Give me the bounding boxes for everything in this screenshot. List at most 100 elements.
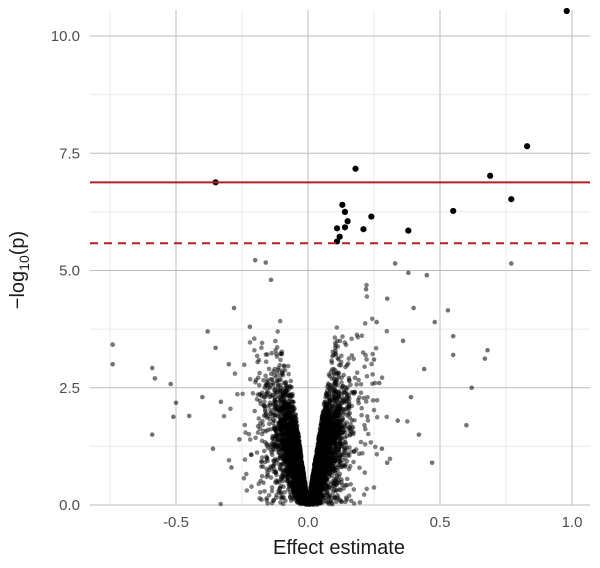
- bulk-point: [247, 437, 253, 442]
- bulk-point: [339, 479, 344, 485]
- bulk-point: [343, 495, 349, 501]
- bulk-point: [264, 441, 270, 447]
- bulk-point: [243, 430, 248, 435]
- bulk-point: [259, 464, 264, 469]
- bulk-point: [358, 390, 364, 396]
- bulk-point: [346, 466, 352, 472]
- bulk-point: [348, 482, 354, 487]
- bulk-point: [337, 338, 343, 344]
- bulk-point: [261, 480, 266, 486]
- bulk-point: [281, 484, 286, 490]
- bulk-point: [271, 462, 276, 468]
- bulk-point: [268, 475, 274, 480]
- bulk-point: [333, 343, 338, 348]
- bulk-point: [337, 458, 342, 464]
- bulk-point: [265, 389, 270, 394]
- bulk-point: [325, 480, 331, 485]
- bulk-point: [323, 483, 328, 488]
- bulk-point: [336, 362, 342, 368]
- bulk-point: [334, 325, 340, 330]
- bulk-point: [268, 447, 274, 453]
- bulk-point: [346, 356, 352, 361]
- bulk-point: [340, 383, 346, 389]
- bulk-point: [363, 426, 368, 432]
- bulk-point: [349, 336, 354, 342]
- bulk-point: [276, 489, 282, 495]
- bulk-point: [254, 353, 260, 359]
- bulk-point: [351, 356, 356, 362]
- bulk-point: [274, 430, 279, 435]
- bulk-point: [340, 395, 346, 401]
- bulk-point: [286, 423, 292, 428]
- bulk-point: [366, 431, 371, 437]
- bulk-point: [259, 474, 265, 479]
- bulk-point: [246, 431, 252, 437]
- bulk-point: [277, 456, 283, 461]
- bulk-point: [341, 450, 347, 455]
- bulk-point: [247, 376, 253, 382]
- bulk-point: [332, 437, 337, 442]
- bulk-point: [348, 382, 353, 388]
- bulk-point: [320, 500, 326, 505]
- bulk-point: [336, 432, 342, 438]
- data-points: [110, 7, 570, 508]
- bulk-point: [337, 412, 343, 418]
- bulk-point: [232, 371, 238, 376]
- bulk-point: [282, 490, 287, 495]
- bulk-point: [256, 383, 262, 388]
- bulk-point: [346, 375, 352, 381]
- bulk-point: [247, 340, 253, 345]
- bulk-point: [267, 421, 272, 427]
- bulk-point: [370, 351, 376, 357]
- bulk-point: [264, 454, 269, 460]
- bulk-point: [359, 405, 365, 411]
- bulk-point: [387, 456, 393, 462]
- bulk-point: [256, 416, 262, 421]
- bulk-point: [259, 340, 265, 346]
- bulk-point: [261, 377, 266, 383]
- bulk-point: [253, 435, 258, 441]
- bulk-point: [362, 470, 368, 475]
- bulk-point: [339, 464, 345, 470]
- bulk-point: [326, 501, 332, 507]
- bulk-point: [284, 462, 289, 467]
- bulk-point: [351, 459, 356, 465]
- bulk-point: [259, 497, 264, 503]
- bulk-point: [354, 370, 360, 376]
- bulk-point: [290, 394, 295, 399]
- bulk-point: [348, 498, 354, 504]
- bulk-point: [325, 432, 330, 437]
- bulk-point: [369, 361, 374, 367]
- bulk-point: [340, 416, 346, 421]
- bulk-point: [274, 480, 280, 486]
- bulk-point: [357, 395, 362, 400]
- bulk-point: [384, 328, 390, 334]
- bulk-point: [335, 468, 340, 473]
- bulk-point: [272, 426, 278, 431]
- bulk-point: [340, 334, 345, 339]
- bulk-point: [344, 399, 349, 405]
- bulk-point: [343, 342, 349, 348]
- bulk-point: [373, 444, 378, 450]
- bulk-point: [373, 345, 379, 351]
- bulk-point: [297, 445, 303, 451]
- bulk-point: [329, 404, 335, 410]
- bulk-point: [280, 394, 285, 400]
- bulk-point: [358, 439, 364, 445]
- bulk-point: [253, 377, 259, 383]
- bulk-point: [288, 378, 294, 384]
- bulk-point: [244, 488, 250, 493]
- bulk-point: [254, 450, 260, 455]
- bulk-point: [271, 469, 277, 474]
- bulk-point: [262, 399, 267, 405]
- bulk-point: [241, 475, 247, 481]
- bulk-point: [262, 404, 268, 409]
- bulk-point: [265, 427, 271, 433]
- bulk-point: [235, 391, 240, 397]
- bulk-point: [272, 366, 278, 372]
- bulk-point: [257, 370, 262, 376]
- bulk-point: [260, 422, 266, 428]
- bulk-point: [374, 398, 380, 403]
- bulk-point: [337, 487, 342, 492]
- bulk-point: [354, 382, 359, 387]
